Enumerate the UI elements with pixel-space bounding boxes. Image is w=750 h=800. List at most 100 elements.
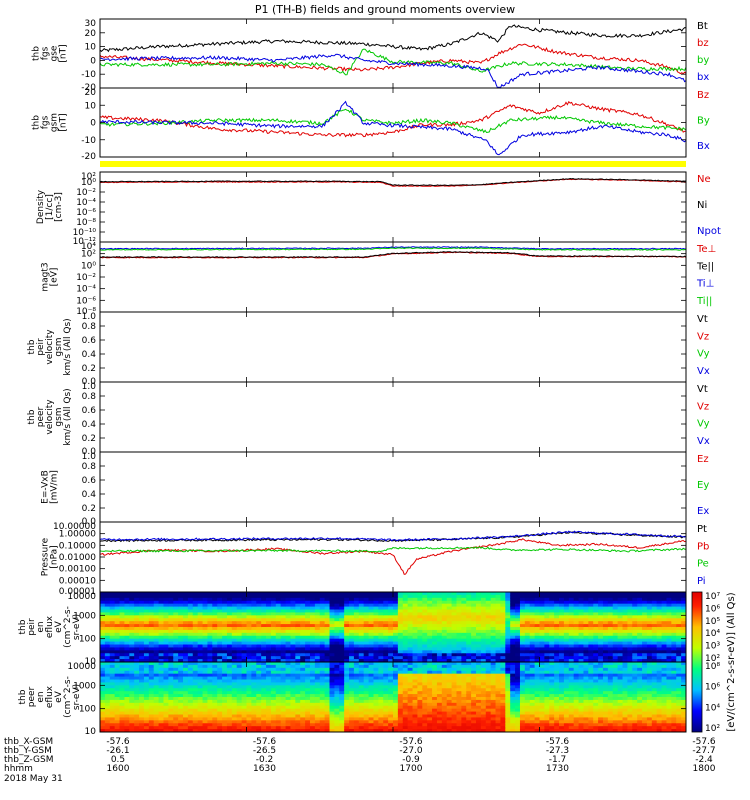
spectrogram-cell [519,629,526,634]
spectrogram-cell [378,667,384,672]
spectrogram-cell [329,609,335,614]
spectrogram-cell [134,597,140,602]
spectrogram-cell [158,629,165,634]
spectrogram-cell [173,702,179,707]
spectrogram-cell [300,688,306,692]
spectrogram-cell [104,603,111,608]
spectrogram-cell [231,594,238,599]
spectrogram-cell [563,606,570,611]
spectrogram-cell [602,632,609,637]
spectrogram-cell [309,667,316,672]
spectrogram-cell [446,691,453,695]
spectrogram-cell [270,726,277,730]
spectrogram-cell [388,685,394,689]
spectrogram-cell [212,600,218,605]
spectrogram-cell [168,641,174,646]
spectrogram-cell [495,653,502,657]
spectrogram-cell [476,638,482,643]
spectrogram-cell [231,723,238,727]
spectrogram-cell [378,717,384,721]
spectrogram-cell [153,638,160,643]
spectrogram-cell [319,592,326,596]
spectrogram-cell [612,621,619,625]
spectrogram-cell [432,699,438,704]
spectrogram-cell [417,723,423,727]
spectrogram-cell [285,629,292,634]
spectrogram-cell [134,714,140,719]
spectrogram-cell [129,702,135,707]
ytick-label: 10⁻⁸ [76,218,96,228]
spectrogram-cell [363,702,370,707]
spectrogram-cell [344,662,350,666]
spectrogram-cell [314,714,321,719]
spectrogram-cell [412,650,419,654]
spectrogram-cell [373,699,379,704]
spectrogram-cell [568,597,575,602]
spectrogram-cell [168,632,174,637]
spectrogram-cell [266,664,272,669]
spectrogram-cell [241,653,248,657]
spectrogram-cell [353,615,360,619]
spectrogram-cell [226,632,233,637]
spectrogram-cell [358,673,365,678]
spectrogram-cell [451,609,458,614]
spectrogram-cell [178,691,184,695]
spectrogram-cell [373,667,379,672]
spectrogram-cell [451,629,458,634]
ylabel-line: [mV/m] [50,470,60,504]
spectrogram-cell [148,659,155,662]
spectrogram-cell [524,597,531,602]
spectrogram-cell [148,600,155,605]
spectrogram-cell [383,699,389,704]
spectrogram-cell [334,603,340,608]
spectrogram-cell [622,615,628,619]
spectrogram-cell [480,618,487,622]
spectrogram-cell [607,594,614,599]
spectrogram-cell [300,644,306,649]
spectrogram-cell [261,641,267,646]
spectrogram-cell [490,644,497,649]
spectrogram-cell [119,638,126,643]
spectrogram-cell [368,685,375,689]
spectrogram-cell [236,714,243,719]
spectrogram-cell [207,676,213,681]
spectrogram-cell [397,609,404,614]
spectrogram-cell [407,688,414,692]
spectrogram-cell [329,656,335,660]
spectrogram-cell [100,708,106,713]
spectrogram-cell [158,702,165,707]
spectrogram-cell [319,615,326,619]
spectrogram-cell [568,609,575,614]
spectrogram-cell [583,641,589,646]
spectrogram-cell [417,650,423,654]
panel-peir-spectrogram-ylabel: thb peir en eflux eV (cm^2-s-sr-eV) [18,606,82,648]
spectrogram-cell [119,597,126,602]
spectrogram-cell [158,699,165,704]
spectrogram-cell [393,685,399,689]
spectrogram-cell [402,711,409,716]
spectrogram-cell [627,627,633,631]
spectrogram-cell [388,670,394,675]
spectrogram-cell [212,670,218,675]
spectrogram-cell [158,644,165,649]
spectrogram-cell [432,702,438,707]
spectrogram-cell [607,650,614,654]
spectrogram-cell [344,609,350,614]
spectrogram-cell [290,627,296,631]
spectrogram-cell [314,688,321,692]
spectrogram-cell [495,635,502,640]
spectrogram-cell [114,708,121,713]
spectrogram-cell [480,594,487,599]
spectrogram-cell [163,659,169,662]
spectrogram-cell [158,676,165,681]
spectrogram-cell [197,638,204,643]
spectrogram-cell [432,612,438,616]
spectrogram-cell [344,627,350,631]
spectrogram-cell [212,638,218,643]
spectrogram-cell [212,667,218,672]
spectrogram-cell [583,627,589,631]
spectrogram-cell [671,600,677,605]
spectrogram-cell [139,676,145,681]
spectrogram-cell [632,612,638,616]
spectrogram-cell [119,679,126,684]
